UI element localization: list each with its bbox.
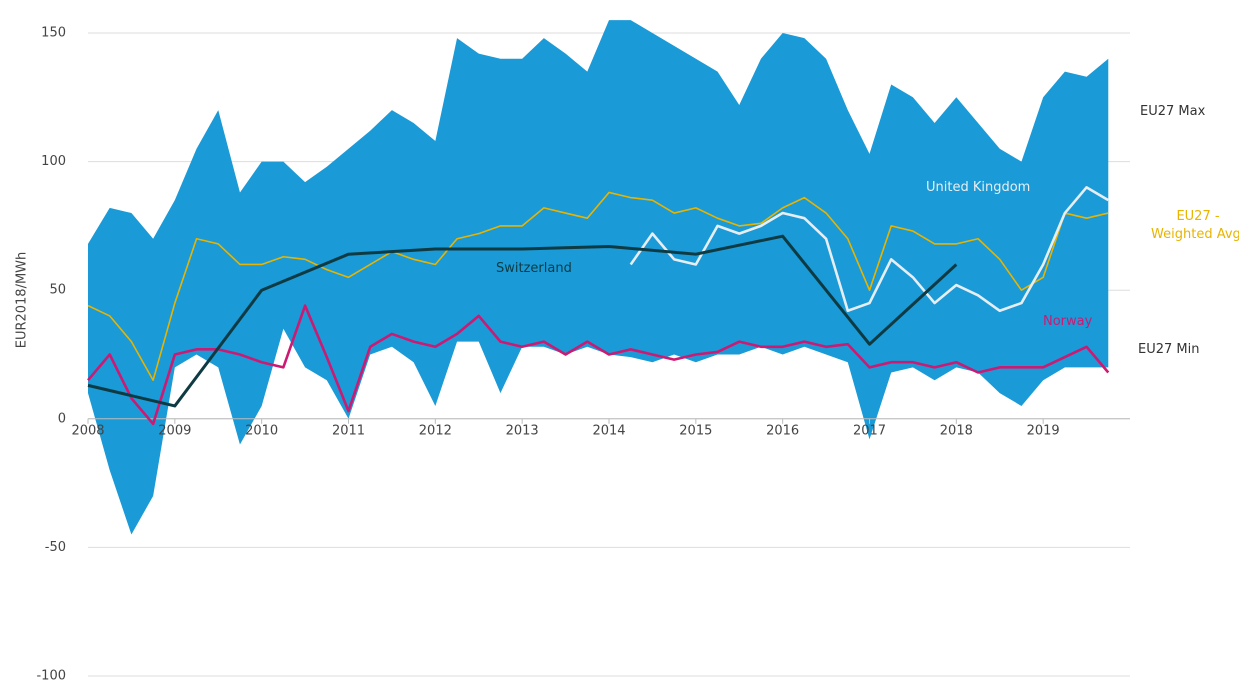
- x-tick-label: 2015: [679, 423, 712, 438]
- y-tick-label: 0: [58, 411, 66, 426]
- range-band: [88, 20, 1109, 535]
- x-tick-label: 2013: [506, 423, 539, 438]
- series-label: EU27 - Weighted Avg.: [1151, 209, 1239, 242]
- series-label: United Kingdom: [926, 180, 1031, 195]
- x-tick-label: 2016: [766, 423, 799, 438]
- y-tick-label: 100: [41, 154, 66, 169]
- x-tick-label: 2011: [332, 423, 365, 438]
- y-tick-label: 150: [41, 26, 66, 41]
- band-upper-label: EU27 Max: [1140, 104, 1206, 119]
- x-tick-label: 2017: [853, 423, 886, 438]
- x-tick-label: 2014: [592, 423, 625, 438]
- x-tick-label: 2019: [1027, 423, 1060, 438]
- x-tick-label: 2012: [419, 423, 452, 438]
- series-label: Switzerland: [496, 261, 572, 276]
- series-line: [629, 186, 1109, 313]
- series-line: [87, 304, 1110, 426]
- series-line: [87, 234, 958, 408]
- y-tick-label: -100: [36, 669, 66, 680]
- x-tick-label: 2009: [158, 423, 191, 438]
- x-tick-label: 2008: [71, 423, 104, 438]
- band-lower-label: EU27 Min: [1138, 342, 1200, 357]
- series-line: [87, 191, 1109, 382]
- y-axis-label: EUR2018/MWh: [15, 252, 30, 349]
- x-tick-label: 2018: [940, 423, 973, 438]
- y-tick-label: -50: [45, 540, 66, 555]
- x-tick-label: 2010: [245, 423, 278, 438]
- series-label: Norway: [1043, 314, 1093, 329]
- y-tick-label: 50: [49, 283, 66, 298]
